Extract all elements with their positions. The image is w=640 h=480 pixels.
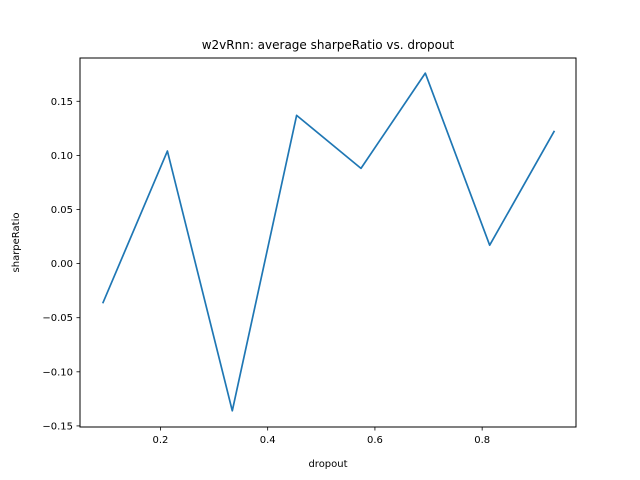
y-tick-label: 0.10 [51,151,73,162]
y-tick-label: 0.05 [51,205,73,216]
y-axis-label: sharpeRatio [11,213,22,273]
y-tick-label: −0.15 [42,421,73,432]
chart-title: w2vRnn: average sharpeRatio vs. dropout [202,38,455,52]
x-tick-label: 0.8 [474,435,490,446]
y-tick-label: 0.15 [51,97,73,108]
y-tick-label: −0.05 [42,313,73,324]
x-tick-label: 0.2 [152,435,168,446]
y-tick-label: −0.10 [42,367,73,378]
plot-frame [79,57,577,428]
y-axis-ticks: −0.15 −0.10 −0.05 0.00 0.05 0.10 0.15 [42,97,80,432]
x-axis-ticks: 0.2 0.4 0.6 0.8 [152,427,490,446]
series-points [103,73,555,411]
x-axis-label: dropout [308,459,347,470]
x-tick-label: 0.6 [367,435,383,446]
series-line [101,72,556,412]
y-tick-label: 0.00 [51,259,73,270]
x-tick-label: 0.4 [260,435,276,446]
